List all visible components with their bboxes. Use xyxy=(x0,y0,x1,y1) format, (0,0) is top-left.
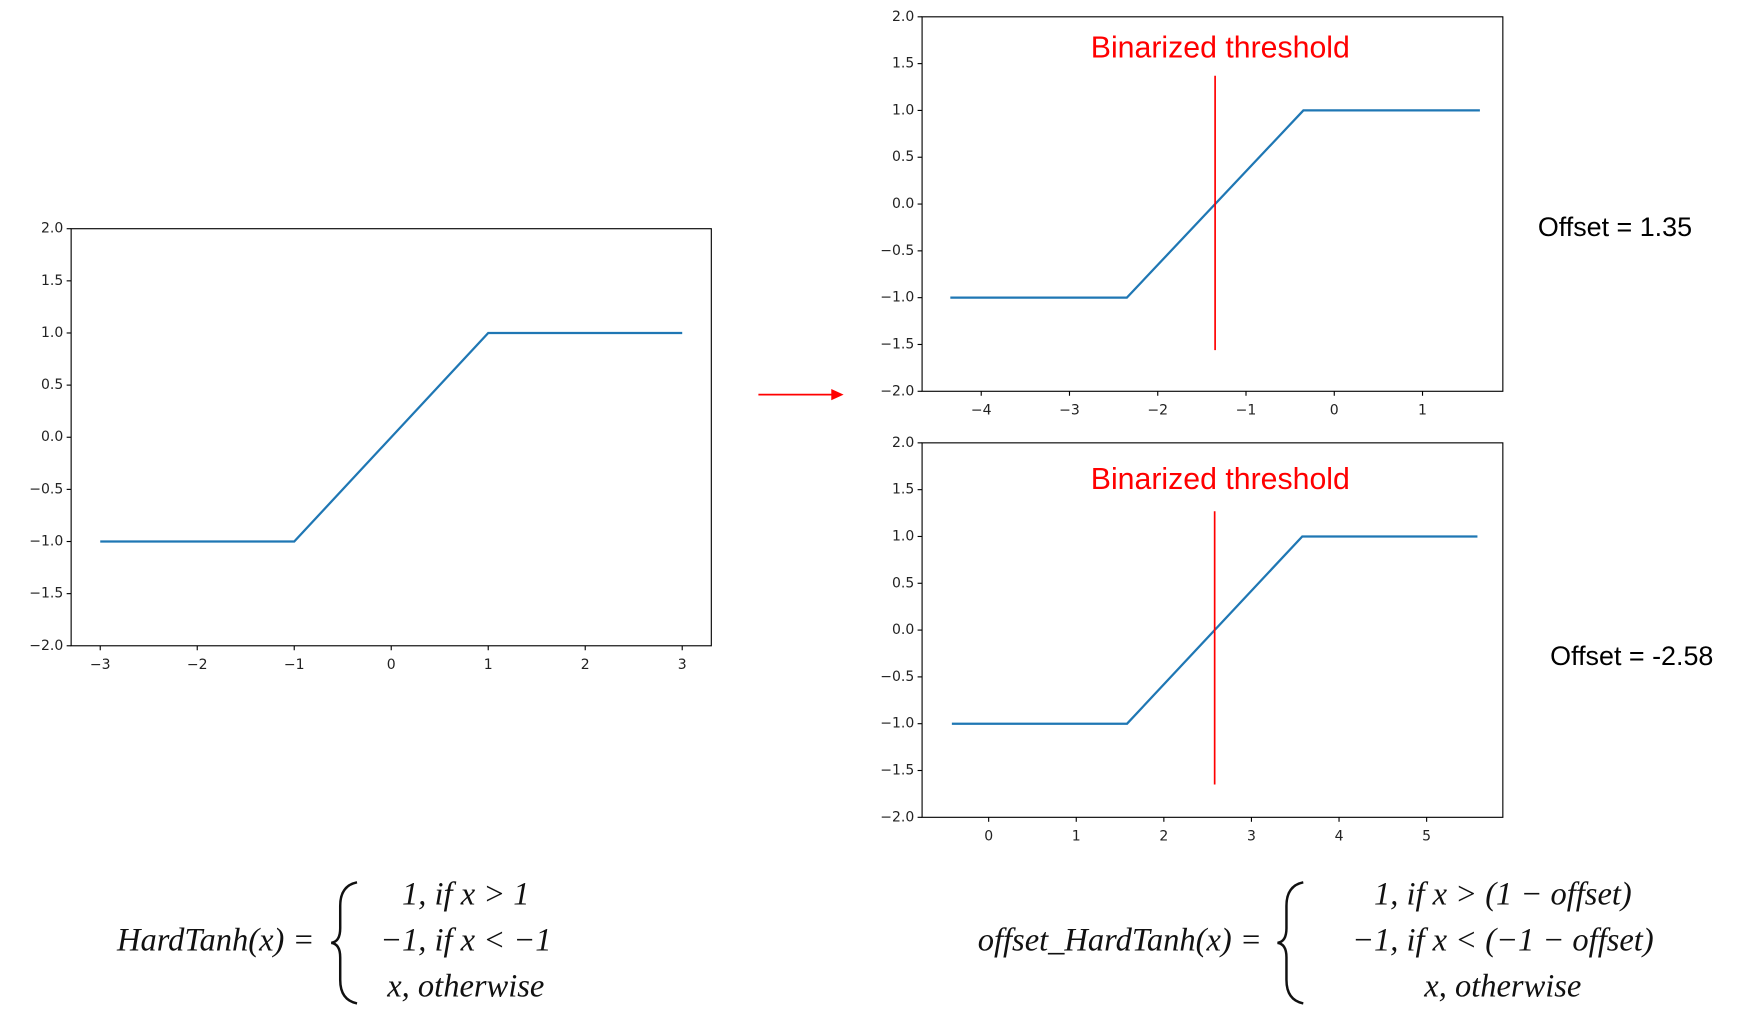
y-tick-label: −2.0 xyxy=(880,809,914,825)
y-tick-label: 0.0 xyxy=(892,196,914,212)
y-tick-label: 0.0 xyxy=(41,429,63,445)
x-tick-label: 2 xyxy=(581,657,590,673)
offset-note: Offset = -2.58 xyxy=(1550,641,1713,671)
y-tick-label: 1.0 xyxy=(892,102,914,118)
y-tick-label: −0.5 xyxy=(880,243,914,259)
x-tick-label: 1 xyxy=(1418,402,1427,418)
y-tick-label: −1.0 xyxy=(29,534,63,550)
y-tick-label: −2.0 xyxy=(880,383,914,399)
x-tick-label: 1 xyxy=(484,657,493,673)
y-tick-label: 1.5 xyxy=(41,273,63,289)
formula-case: −1, if x < −1 xyxy=(380,922,551,958)
x-tick-label: −3 xyxy=(1059,402,1080,418)
x-tick-label: −2 xyxy=(1147,402,1168,418)
y-tick-label: 2.0 xyxy=(892,9,914,25)
formula-lhs: offset_HardTanh(x) = xyxy=(978,922,1262,958)
y-tick-label: 1.0 xyxy=(892,528,914,544)
x-tick-label: 3 xyxy=(678,657,687,673)
y-tick-label: 0.5 xyxy=(892,575,914,591)
x-tick-label: 2 xyxy=(1159,828,1168,844)
threshold-label: Binarized threshold xyxy=(1091,31,1350,64)
y-tick-label: 1.5 xyxy=(892,56,914,72)
arrow-head xyxy=(831,389,844,401)
x-tick-label: −4 xyxy=(971,402,992,418)
brace xyxy=(330,881,358,1005)
x-tick-label: 0 xyxy=(387,657,396,673)
y-tick-label: −1.5 xyxy=(29,586,63,602)
x-tick-label: −2 xyxy=(187,657,208,673)
x-tick-label: 5 xyxy=(1422,828,1431,844)
y-tick-label: −2.0 xyxy=(29,638,63,654)
x-tick-label: −1 xyxy=(1236,402,1257,418)
offset-note: Offset = 1.35 xyxy=(1538,212,1692,242)
y-tick-label: 0.5 xyxy=(41,377,63,393)
y-tick-label: 1.5 xyxy=(892,482,914,498)
x-tick-label: 1 xyxy=(1072,828,1081,844)
data-line xyxy=(100,331,683,543)
y-tick-label: −1.0 xyxy=(880,716,914,732)
y-tick-label: 1.0 xyxy=(41,325,63,341)
plot-frame xyxy=(921,442,1504,818)
y-tick-label: −1.5 xyxy=(880,336,914,352)
y-tick-label: 0.5 xyxy=(892,149,914,165)
threshold-label: Binarized threshold xyxy=(1091,463,1350,496)
formula-case: −1, if x < (−1 − offset) xyxy=(1352,922,1654,958)
x-tick-label: 3 xyxy=(1247,828,1256,844)
formula-case: 1, if x > 1 xyxy=(402,876,530,912)
y-tick-label: −1.5 xyxy=(880,763,914,779)
x-tick-label: −3 xyxy=(90,657,111,673)
formula-case: x, otherwise xyxy=(386,968,544,1004)
x-tick-label: 0 xyxy=(1330,402,1339,418)
y-tick-label: 2.0 xyxy=(892,435,914,451)
formula-case: 1, if x > (1 − offset) xyxy=(1374,876,1632,912)
y-tick-label: −1.0 xyxy=(880,290,914,306)
x-tick-label: 4 xyxy=(1335,828,1344,844)
x-tick-label: 0 xyxy=(984,828,993,844)
y-tick-label: 0.0 xyxy=(892,622,914,638)
formula-case: x, otherwise xyxy=(1423,968,1581,1004)
brace xyxy=(1277,881,1304,1005)
plot-frame xyxy=(921,16,1504,392)
y-tick-label: −0.5 xyxy=(29,481,63,497)
x-tick-label: −1 xyxy=(284,657,305,673)
formula-lhs: HardTanh(x) = xyxy=(116,922,314,958)
y-tick-label: 2.0 xyxy=(41,221,63,237)
y-tick-label: −0.5 xyxy=(880,669,914,685)
